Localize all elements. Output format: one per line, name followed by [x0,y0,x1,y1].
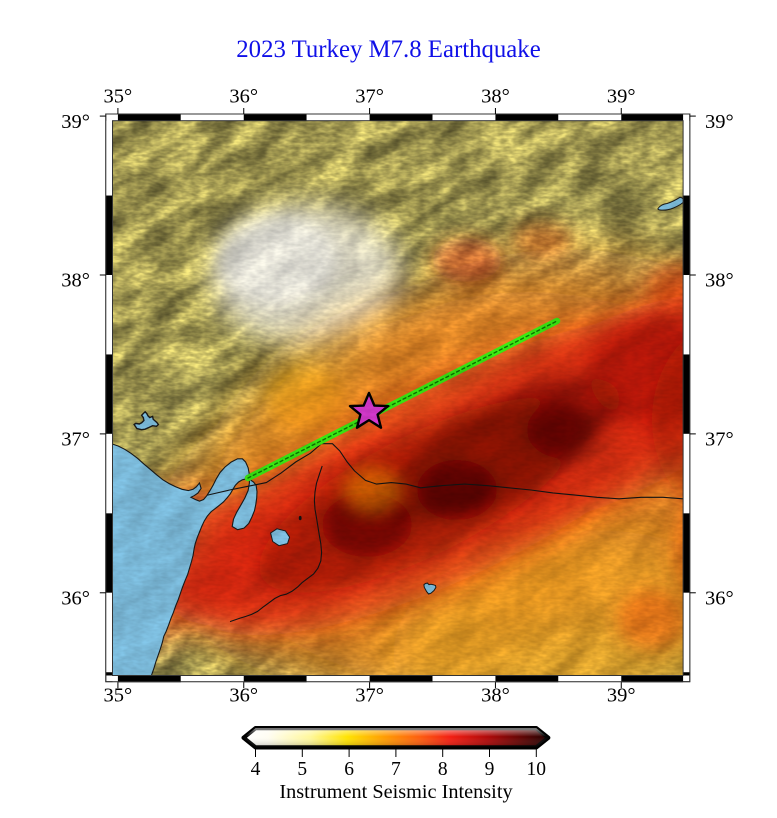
svg-text:37°: 37° [61,429,90,451]
svg-text:39°: 39° [607,86,636,108]
svg-text:35°: 35° [104,86,133,108]
svg-text:39°: 39° [705,111,734,133]
svg-text:6: 6 [344,759,354,780]
svg-text:9: 9 [485,759,495,780]
svg-text:38°: 38° [705,270,734,292]
svg-text:37°: 37° [355,86,384,108]
svg-text:39°: 39° [607,685,636,707]
svg-text:Instrument Seismic Intensity: Instrument Seismic Intensity [279,781,513,803]
svg-text:38°: 38° [61,270,90,292]
svg-text:4: 4 [251,759,261,780]
svg-text:35°: 35° [104,685,133,707]
svg-text:7: 7 [391,759,401,780]
svg-text:36°: 36° [705,588,734,610]
svg-text:38°: 38° [481,685,510,707]
svg-text:36°: 36° [229,685,258,707]
svg-text:37°: 37° [355,685,384,707]
svg-text:37°: 37° [705,429,734,451]
svg-text:5: 5 [297,759,307,780]
svg-text:39°: 39° [61,111,90,133]
svg-text:36°: 36° [229,86,258,108]
svg-text:38°: 38° [481,86,510,108]
svg-text:8: 8 [438,759,448,780]
svg-text:10: 10 [527,759,547,780]
svg-text:36°: 36° [61,588,90,610]
